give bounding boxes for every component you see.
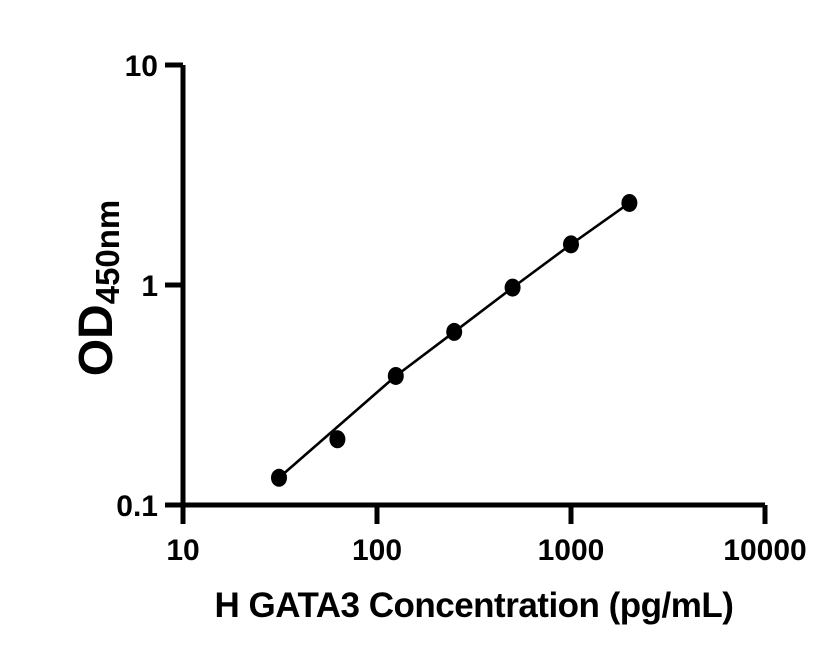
x-axis-title: H GATA3 Concentration (pg/mL) xyxy=(215,586,734,625)
axes-layer: 10 100 1000 10000 0.1 1 10 xyxy=(116,50,806,567)
data-point xyxy=(504,278,521,297)
x-axis-tick-label: 10000 xyxy=(723,534,806,567)
x-axis-tick-label: 1000 xyxy=(538,534,605,567)
x-axis-tick-label: 100 xyxy=(352,534,402,567)
data-point xyxy=(563,235,579,254)
x-axis-tick-label: 10 xyxy=(166,534,199,567)
data-point xyxy=(621,193,638,212)
axis-frame xyxy=(180,65,765,508)
elisa-standard-curve-figure: 10 100 1000 10000 0.1 1 10 H GATA3 Concentrati… xyxy=(40,16,816,656)
y-axis-tick-label: 10 xyxy=(125,50,158,83)
series-layer xyxy=(271,193,638,487)
data-point xyxy=(271,468,288,487)
data-point xyxy=(446,322,463,341)
y-axis-tick-label: 1 xyxy=(141,270,158,303)
y-axis-title-subscript: 450nm xyxy=(89,200,126,305)
plot-canvas: 10 100 1000 10000 0.1 1 10 H GATA3 Concentrati… xyxy=(70,50,807,625)
data-point xyxy=(329,430,346,449)
y-axis-title: OD450nm xyxy=(70,200,126,377)
y-axis-tick-label: 0.1 xyxy=(116,490,158,523)
y-axis-title-main: OD xyxy=(70,304,123,376)
data-point xyxy=(387,366,404,385)
